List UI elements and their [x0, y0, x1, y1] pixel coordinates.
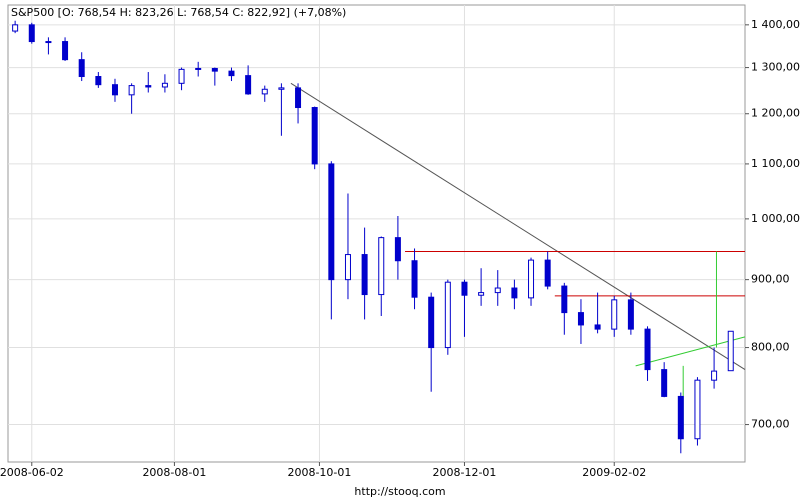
x-tick-label: 2009-02-02	[582, 466, 646, 479]
chart-title: S&P500 [O: 768,54 H: 823,26 L: 768,54 C:…	[11, 6, 346, 19]
candle-body	[295, 87, 302, 109]
candle-body	[561, 285, 568, 314]
candle-body	[594, 324, 601, 330]
candle-body	[12, 24, 19, 32]
candle-body	[161, 82, 168, 88]
x-tick-label: 2008-10-01	[287, 466, 351, 479]
candle-body	[494, 287, 501, 294]
candle-body	[727, 330, 734, 372]
candle-body	[478, 292, 485, 296]
candle-body	[228, 70, 235, 77]
y-tick-label: 1 100,00	[751, 157, 800, 170]
candle-body	[245, 75, 252, 95]
x-tick-label: 2008-06-02	[0, 466, 64, 479]
candle-body	[661, 369, 668, 397]
y-tick-label: 1 200,00	[751, 107, 800, 120]
candle-body	[544, 259, 551, 287]
candle-body	[461, 281, 468, 296]
candle-body	[511, 287, 518, 299]
candle-body	[361, 254, 368, 296]
candle-body	[444, 281, 451, 349]
source: http://stooq.com	[354, 485, 445, 498]
candle-body	[45, 41, 52, 44]
y-tick-label: 1 000,00	[751, 212, 800, 225]
candle-body	[145, 85, 152, 88]
candle-body	[95, 76, 102, 86]
candle-body	[411, 260, 418, 298]
candle-body	[178, 68, 185, 84]
candle-body	[344, 254, 351, 281]
y-tick-label: 700,00	[751, 418, 790, 431]
y-tick-label: 900,00	[751, 273, 790, 286]
candle-body	[261, 88, 268, 95]
candle-body	[611, 299, 618, 330]
y-tick-label: 1 300,00	[751, 61, 800, 74]
annotation-line	[635, 336, 746, 367]
candle-body	[394, 237, 401, 262]
candle-body	[694, 379, 701, 440]
candle-body	[28, 24, 35, 43]
candle-body	[627, 299, 634, 330]
candle-body	[311, 107, 318, 165]
candle-body	[378, 237, 385, 296]
x-tick-label: 2008-08-01	[142, 466, 206, 479]
candle-body	[211, 67, 218, 72]
candle-body	[62, 41, 69, 61]
candle-body	[711, 370, 718, 381]
candle-body	[128, 85, 135, 96]
candle-body	[328, 163, 335, 281]
x-tick-label: 2008-12-01	[432, 466, 496, 479]
plot-area	[7, 4, 746, 463]
candle-body	[111, 84, 118, 96]
annotation-line	[290, 82, 746, 371]
candle-body	[278, 87, 285, 90]
candle-body	[195, 67, 202, 70]
candle-body	[677, 395, 684, 440]
candle-body	[528, 259, 535, 299]
y-tick-label: 800,00	[751, 341, 790, 354]
candle-body	[78, 59, 85, 78]
candle-body	[644, 328, 651, 371]
candle-body	[428, 296, 435, 349]
candle-body	[577, 312, 584, 326]
y-tick-label: 1 400,00	[751, 18, 800, 31]
